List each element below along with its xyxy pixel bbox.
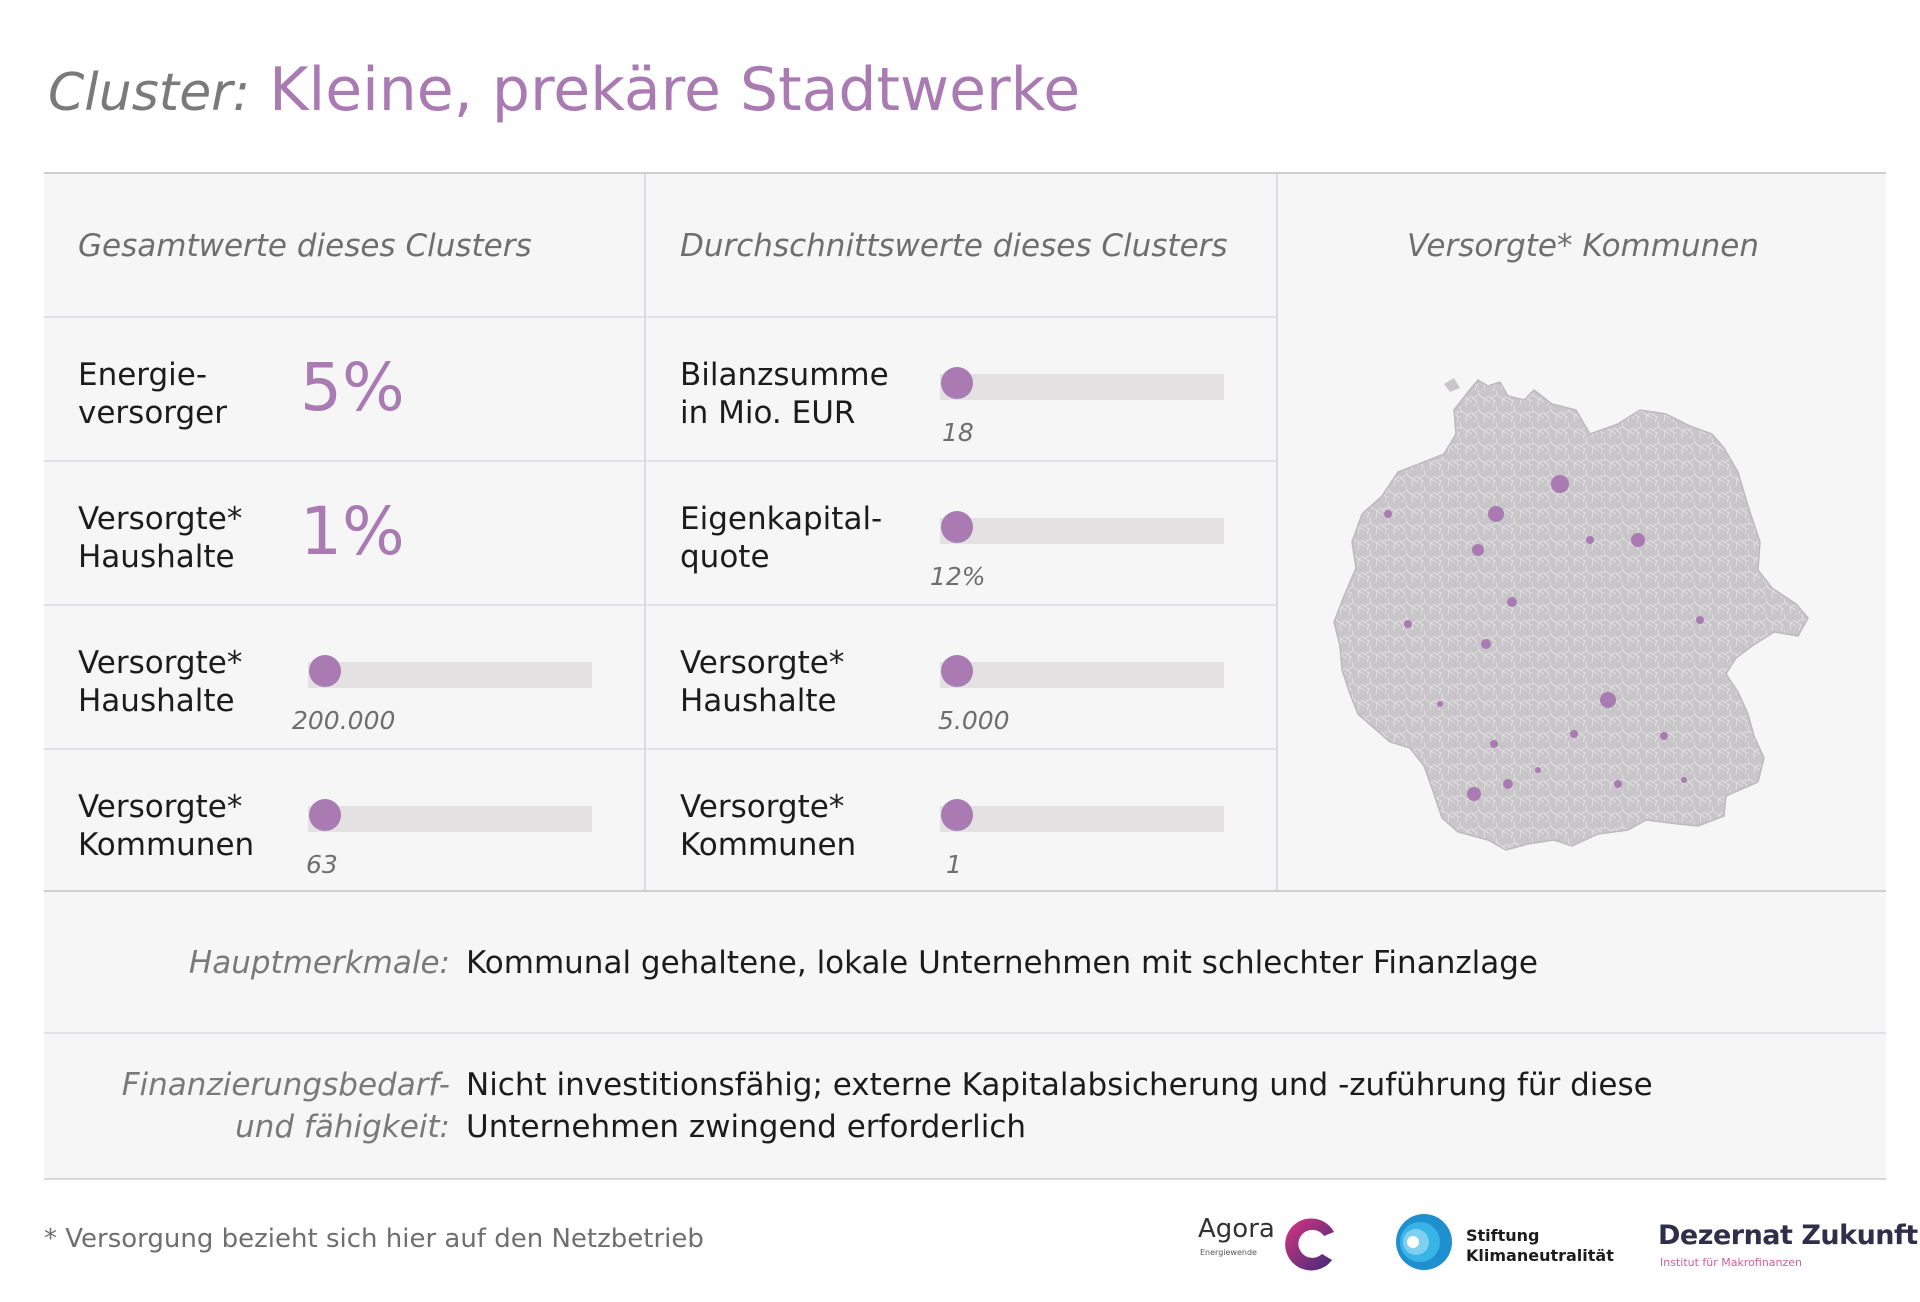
- stat-row: Versorgte* Haushalte 1%: [44, 462, 644, 606]
- stat-bar-knob: [941, 799, 974, 831]
- stat-bar-track: [940, 799, 1224, 832]
- stat-bar-track: [940, 655, 1224, 688]
- stat-bar-knob: [941, 367, 974, 399]
- stat-row: Eigenkapital- quote 12%: [646, 462, 1278, 606]
- main-features-row: Hauptmerkmale: Kommunal gehaltene, lokal…: [44, 892, 1886, 1034]
- dezernat-wordmark: Dezernat Zukunft: [1658, 1220, 1918, 1251]
- footnote: * Versorgung bezieht sich hier auf den N…: [44, 1224, 704, 1254]
- stat-row: Bilanzsumme in Mio. EUR 18: [646, 318, 1278, 462]
- average-values-column: Durchschnittswerte dieses Clusters Bilan…: [644, 174, 1278, 890]
- map-column: Versorgte* Kommunen: [1276, 174, 1888, 890]
- total-values-column: Gesamtwerte dieses Clusters Energie- ver…: [44, 174, 644, 890]
- financing-label: Finanzierungsbedarf- und fähigkeit:: [121, 1067, 450, 1145]
- stat-label: Versorgte* Haushalte: [78, 501, 243, 575]
- stat-bar-knob: [309, 655, 342, 687]
- stat-label: Versorgte* Haushalte: [680, 645, 845, 719]
- main-features-label: Hauptmerkmale:: [188, 945, 450, 981]
- stat-bar-value: 200.000: [292, 706, 396, 735]
- stat-label: Energie- versorger: [78, 357, 227, 431]
- map-header: Versorgte* Kommunen: [1407, 228, 1759, 264]
- stat-label: Versorgte* Kommunen: [78, 789, 255, 863]
- stat-bar-knob: [941, 511, 974, 543]
- stat-bar-track: [308, 655, 592, 688]
- cluster-stats-grid: Gesamtwerte dieses Clusters Energie- ver…: [44, 172, 1886, 892]
- stat-row: Versorgte* Haushalte 200.000: [44, 606, 644, 750]
- stat-label: Eigenkapital- quote: [680, 501, 883, 575]
- stat-bar-value: 5.000: [938, 706, 1010, 735]
- cluster-label: Cluster:: [48, 63, 251, 123]
- average-values-header: Durchschnittswerte dieses Clusters: [646, 174, 1278, 318]
- financing-text: Nicht investitionsfähig; externe Kapital…: [466, 1067, 1653, 1145]
- stat-row: Versorgte* Kommunen 63: [44, 750, 644, 894]
- main-features-text: Kommunal gehaltene, lokale Unternehmen m…: [466, 945, 1538, 981]
- agora-logo: Agora Energiewende: [1196, 1212, 1346, 1276]
- stat-label: Versorgte* Haushalte: [78, 645, 243, 719]
- stat-bar-value: 18: [942, 418, 974, 447]
- stat-bar-value: 12%: [930, 562, 986, 591]
- stat-label: Bilanzsumme in Mio. EUR: [680, 357, 889, 431]
- stat-big-value: 1%: [300, 493, 405, 570]
- country-outline: [1333, 379, 1809, 851]
- island-shape: [1444, 378, 1460, 392]
- stiftung-circles-icon: [1396, 1214, 1452, 1270]
- dezernat-subline: Institut für Makrofinanzen: [1660, 1256, 1803, 1269]
- stiftung-wordmark: Stiftung Klimaneutralität: [1466, 1226, 1614, 1265]
- cluster-name: Kleine, prekäre Stadtwerke: [269, 55, 1081, 125]
- stat-bar-value: 1: [946, 850, 962, 879]
- stat-bar-track: [940, 367, 1224, 400]
- stat-label: Versorgte* Kommunen: [680, 789, 857, 863]
- financing-row: Finanzierungsbedarf- und fähigkeit: Nich…: [44, 1034, 1886, 1180]
- stat-bar-value: 63: [306, 850, 338, 879]
- stat-bar-track: [308, 799, 592, 832]
- stat-bar-knob: [309, 799, 342, 831]
- agora-swirl-icon: [1285, 1218, 1334, 1271]
- stiftung-logo: Stiftung Klimaneutralität: [1394, 1212, 1634, 1276]
- germany-map: [1333, 378, 1809, 851]
- stat-row: Versorgte* Kommunen 1: [646, 750, 1278, 894]
- stat-row: Versorgte* Haushalte 5.000: [646, 606, 1278, 750]
- dezernat-logo: Dezernat Zukunft Institut für Makrofinan…: [1658, 1220, 1918, 1280]
- stat-bar-knob: [941, 655, 974, 687]
- stat-big-value: 5%: [300, 349, 405, 426]
- agora-wordmark: Agora: [1198, 1214, 1275, 1244]
- stat-row: Energie- versorger 5%: [44, 318, 644, 462]
- agora-subline: Energiewende: [1200, 1248, 1257, 1257]
- total-values-header: Gesamtwerte dieses Clusters: [44, 174, 644, 318]
- page-title: Cluster: Kleine, prekäre Stadtwerke: [48, 50, 1080, 133]
- highlighted-municipalities: [1384, 475, 1704, 801]
- stat-bar-track: [940, 511, 1224, 544]
